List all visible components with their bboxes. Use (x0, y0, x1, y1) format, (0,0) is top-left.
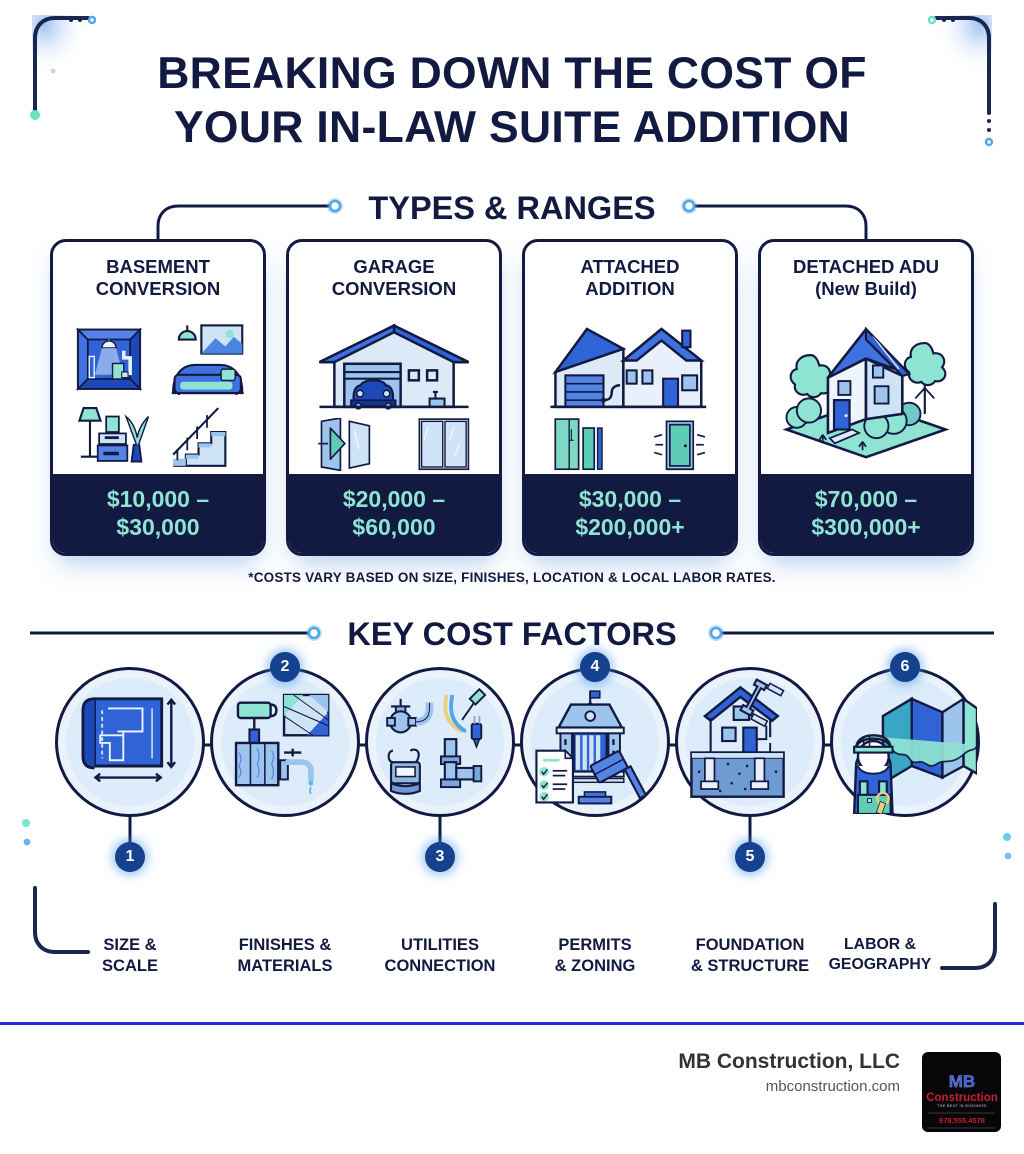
svg-text:978.555.4578: 978.555.4578 (939, 1116, 985, 1125)
svg-text:THE BEST IN BUSINESS: THE BEST IN BUSINESS (937, 1104, 987, 1108)
svg-text:MB: MB (949, 1072, 975, 1091)
svg-text:Construction: Construction (926, 1092, 998, 1104)
